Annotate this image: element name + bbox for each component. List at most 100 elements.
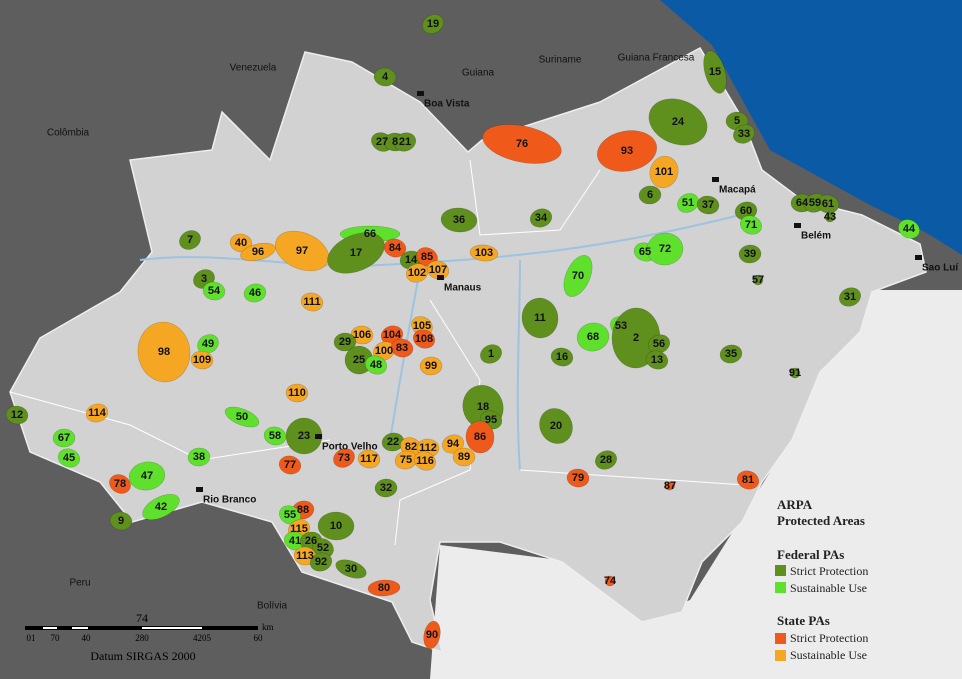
area-label: 82	[405, 441, 417, 453]
protected-area	[648, 98, 708, 146]
protected-area	[263, 426, 287, 446]
country-name: Colômbia	[47, 128, 90, 139]
scale-tick-label: 70	[51, 633, 61, 643]
area-label: 96	[252, 246, 264, 258]
state-borders	[9, 159, 746, 546]
area-label: 95	[485, 414, 497, 426]
protected-area	[576, 322, 610, 352]
area-label: 107	[429, 264, 447, 276]
area-label: 30	[345, 563, 357, 575]
protected-area	[566, 468, 590, 488]
area-label: 50	[236, 411, 248, 423]
area-label: 87	[664, 480, 676, 492]
protected-area	[440, 207, 478, 233]
country-name: Venezuela	[230, 63, 277, 74]
scale-tick-label: 60	[254, 633, 264, 643]
protected-area	[5, 405, 29, 425]
city-name: Belém	[801, 231, 831, 242]
area-label: 55	[284, 509, 296, 521]
area-label: 57	[752, 274, 764, 286]
area-label: 37	[702, 199, 714, 211]
legend-heading: Federal PAs	[777, 547, 844, 562]
ocean	[660, 0, 962, 255]
protected-area	[300, 292, 324, 312]
area-label: 44	[903, 223, 916, 235]
legend-swatch	[775, 633, 786, 644]
area-label: 85	[421, 251, 433, 263]
scale-bar-segment	[43, 627, 57, 629]
protected-area	[452, 447, 476, 467]
protected-area	[703, 50, 727, 94]
legend-title: Protected Areas	[777, 513, 865, 528]
legend-item: Strict Protection	[790, 564, 868, 578]
scale-number: 74	[136, 611, 148, 625]
protected-area	[839, 287, 861, 307]
area-label: 18	[477, 401, 489, 413]
area-label: 10	[330, 520, 342, 532]
area-label: 40	[235, 237, 247, 249]
protected-area	[197, 334, 219, 354]
area-label: 27	[376, 136, 388, 148]
city-name: Sao Luí	[922, 263, 959, 274]
protected-area	[279, 505, 301, 525]
city-icon	[915, 255, 922, 260]
area-label: 46	[249, 287, 261, 299]
protected-area	[57, 448, 81, 468]
area-label: 58	[269, 430, 281, 442]
protected-area	[142, 494, 180, 520]
country-name: Bolívia	[257, 601, 287, 612]
protected-area	[824, 211, 836, 223]
area-label: 7	[187, 234, 193, 246]
scale-unit: km	[262, 622, 274, 632]
area-label: 101	[655, 166, 673, 178]
area-label: 84	[389, 242, 402, 254]
area-label: 3	[201, 273, 207, 285]
protected-area	[243, 283, 267, 303]
area-label: 91	[789, 367, 801, 379]
city-icon	[794, 223, 801, 228]
area-label: 5	[734, 115, 740, 127]
protected-area	[423, 620, 441, 650]
area-label: 29	[339, 336, 351, 348]
area-label: 76	[516, 138, 528, 150]
protected-area	[202, 281, 226, 301]
city-icon	[712, 177, 719, 182]
protected-area	[393, 132, 417, 152]
protected-area	[738, 244, 762, 264]
area-label: 20	[550, 420, 562, 432]
scale-bar-segment	[72, 627, 88, 629]
protected-area	[373, 67, 397, 87]
area-label: 16	[556, 351, 568, 363]
area-label: 106	[353, 329, 371, 341]
protected-area	[335, 559, 367, 579]
scale-bar	[25, 626, 258, 630]
scale-tick-label: 280	[135, 633, 149, 643]
protected-area	[595, 450, 617, 470]
protected-area	[364, 355, 388, 375]
area-label: 12	[11, 409, 23, 421]
protected-area	[190, 350, 214, 370]
city-icon	[196, 487, 203, 492]
legend-item: Strict Protection	[790, 631, 868, 645]
area-label: 65	[639, 246, 651, 258]
area-label: 11	[534, 312, 546, 324]
legend-swatch	[775, 650, 786, 661]
protected-area	[285, 417, 323, 455]
protected-area	[426, 260, 450, 280]
area-label: 59	[809, 197, 821, 209]
protected-area	[229, 233, 253, 253]
area-label: 81	[742, 474, 754, 486]
protected-area	[333, 448, 355, 468]
protected-area	[412, 329, 436, 349]
datum: Datum SIRGAS 2000	[90, 649, 195, 663]
city-name: Porto Velho	[322, 442, 378, 453]
protected-area	[469, 244, 499, 262]
protected-area	[357, 449, 381, 469]
protected-area	[317, 511, 355, 541]
country-name: Peru	[69, 578, 90, 589]
area-label: 100	[375, 345, 393, 357]
scale-tick-label: 4205	[193, 633, 212, 643]
protected-area	[350, 325, 374, 345]
area-label: 93	[621, 145, 633, 157]
